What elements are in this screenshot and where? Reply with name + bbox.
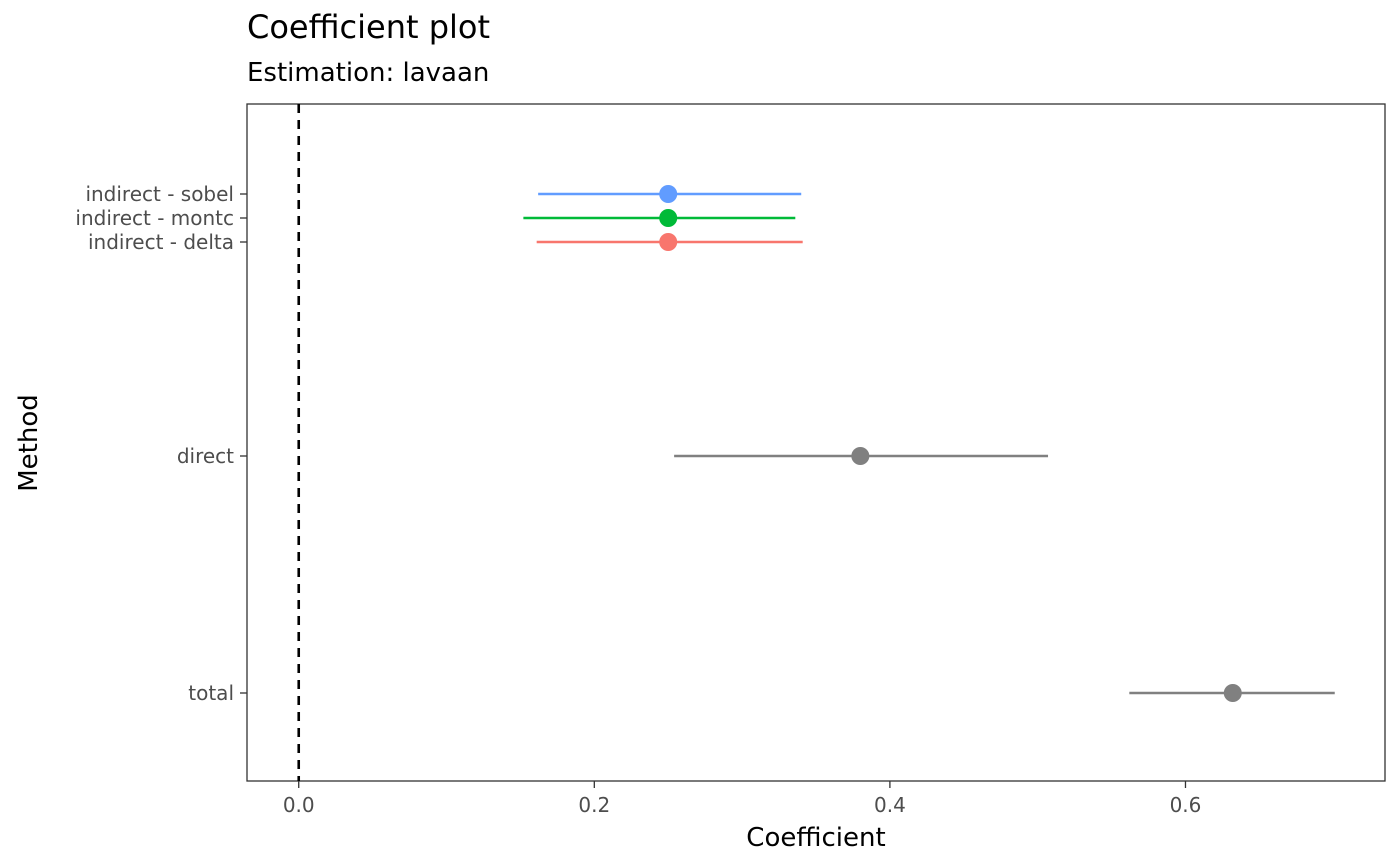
chart-title: Coefficient plot — [247, 8, 491, 46]
x-axis: 0.0 0.2 0.4 0.6 — [283, 781, 1202, 817]
y-tick-label: total — [188, 681, 234, 705]
estimate-point — [659, 185, 678, 203]
x-tick-label: 0.0 — [283, 793, 315, 817]
y-tick-label: direct — [177, 444, 234, 468]
y-tick-label: indirect - sobel — [85, 182, 234, 206]
estimate-point — [659, 233, 678, 251]
y-axis-label: Method — [14, 394, 44, 492]
x-axis-label: Coefficient — [746, 823, 885, 853]
x-tick-label: 0.4 — [874, 793, 906, 817]
point-layer — [659, 185, 1242, 702]
estimate-point — [851, 447, 870, 465]
estimate-point — [659, 209, 678, 227]
x-tick-label: 0.2 — [578, 793, 610, 817]
panel-border — [246, 103, 1386, 782]
estimate-point — [1223, 684, 1242, 702]
y-tick-label: indirect - delta — [88, 230, 234, 254]
y-tick-label: indirect - montc — [75, 206, 234, 230]
chart-subtitle: Estimation: lavaan — [247, 58, 490, 88]
ci-layer — [523, 192, 1335, 695]
x-tick-label: 0.6 — [1170, 793, 1202, 817]
